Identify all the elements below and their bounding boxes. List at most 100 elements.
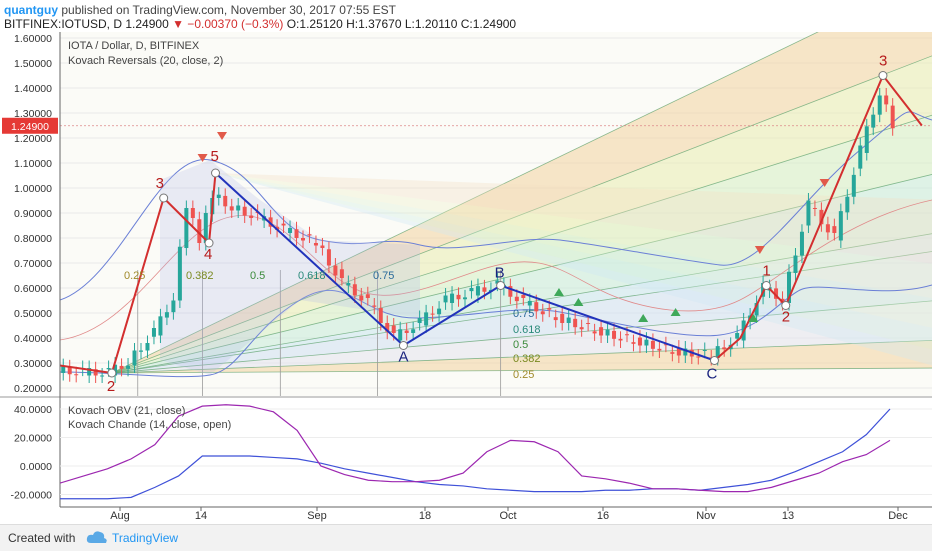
obv-line xyxy=(60,408,891,500)
candle-body xyxy=(469,288,474,292)
x-tick-label: 14 xyxy=(195,510,207,522)
candle-body xyxy=(197,219,202,243)
author-link[interactable]: quantguy xyxy=(4,3,58,17)
candle-body xyxy=(139,350,143,352)
candle-body xyxy=(825,224,830,233)
fib-fan-label: 0.25 xyxy=(124,270,145,282)
candle-body xyxy=(683,348,688,356)
candle-body xyxy=(372,305,377,307)
candle-body xyxy=(573,318,578,328)
y-tick-label: 1.60000 xyxy=(14,33,52,45)
candle-body xyxy=(417,318,422,323)
candle-body xyxy=(151,328,156,337)
candle-body xyxy=(858,145,863,169)
candle-body xyxy=(119,365,124,369)
symbol-header: BITFINEX:IOTUSD, D 1.24900 ▼ −0.00370 (−… xyxy=(4,17,516,31)
candle-body xyxy=(190,208,195,218)
y-tick-label: 0.40000 xyxy=(14,333,52,345)
sub-legend-label: Kovach OBV (21, close) xyxy=(68,405,185,417)
fib-fan-line xyxy=(111,251,932,374)
y-tick-label: 0.30000 xyxy=(14,358,52,370)
candle-body xyxy=(890,105,895,129)
fib-fan-line xyxy=(111,367,932,374)
wave-point xyxy=(709,356,719,365)
buy-signal-arrow-icon xyxy=(748,314,759,322)
candle-body xyxy=(534,302,539,312)
candle-body xyxy=(378,308,383,323)
candle-body xyxy=(845,196,850,213)
fib-fan-label: 0.618 xyxy=(298,270,326,282)
candle-body xyxy=(877,95,882,115)
candle-body xyxy=(307,234,312,236)
candle-body xyxy=(514,296,519,302)
candle-body xyxy=(592,331,597,334)
wave-point xyxy=(211,168,221,178)
y-tick-label: 0.90000 xyxy=(14,208,52,220)
y-tick-label: 0.70000 xyxy=(14,258,52,270)
y-tick-label: 1.40000 xyxy=(14,83,52,95)
wave-label: 2 xyxy=(107,378,115,395)
sub-legend-label: Kovach Chande (14, close, open) xyxy=(68,419,231,431)
fib-fan-zone xyxy=(215,173,932,328)
symbol-label: BITFINEX:IOTUSD, D xyxy=(4,17,123,31)
publish-info: published on TradingView.com, November 3… xyxy=(61,3,396,17)
fib-fan-zone xyxy=(215,173,932,264)
candle-body xyxy=(463,297,467,300)
candle-body xyxy=(547,308,552,310)
x-tick-label: 13 xyxy=(782,510,794,522)
sub-pane-bg xyxy=(60,399,932,507)
candle-body xyxy=(618,338,623,341)
candle-body xyxy=(560,313,565,323)
wave-point xyxy=(761,281,771,290)
x-tick-label: Sep xyxy=(307,510,327,522)
y-tick-label: 0.50000 xyxy=(14,308,52,320)
candle-body xyxy=(670,352,675,354)
candle-body xyxy=(450,293,455,303)
candle-body xyxy=(657,348,662,351)
candle-body xyxy=(93,369,98,376)
wave-point xyxy=(878,71,888,80)
fib-fan-line xyxy=(111,300,932,374)
wave-point xyxy=(781,301,791,310)
chart-canvas[interactable]: 2 3 4 5 A B C 1 2 3 0.25 0.382 0.5 0.618 0.75 0.75 0.618… xyxy=(0,0,932,524)
candle-body xyxy=(313,243,318,246)
candle-body xyxy=(126,365,131,369)
candle-body xyxy=(819,209,824,225)
candle-body xyxy=(339,269,344,278)
fib-fan-line xyxy=(111,114,932,374)
fib-fan-label: 0.5 xyxy=(250,270,265,282)
candle-body xyxy=(61,366,66,373)
wave-label: 2 xyxy=(782,309,790,326)
fib-fan-zone xyxy=(111,32,932,373)
tradingview-brand-link[interactable]: TradingView xyxy=(112,531,179,545)
x-tick-label: Oct xyxy=(499,510,516,522)
impulse-wave-2 xyxy=(713,73,923,362)
candle-body xyxy=(851,174,856,197)
wave-point xyxy=(398,341,408,350)
candle-body xyxy=(579,327,584,330)
candle-body xyxy=(177,246,182,301)
buy-signal-arrow-icon xyxy=(638,314,649,322)
candle-body xyxy=(326,249,331,266)
wave-label: 3 xyxy=(156,175,164,192)
ohlc-open: O:1.25120 xyxy=(286,17,343,31)
candle-body xyxy=(288,228,293,233)
candle-body xyxy=(812,208,817,209)
fib-fan-zone xyxy=(215,173,932,299)
price-tag-text: 1.24900 xyxy=(11,121,49,133)
candle-body xyxy=(806,200,811,226)
wave-label: 1 xyxy=(762,263,770,280)
candle-body xyxy=(106,368,111,370)
candle-body xyxy=(320,245,325,248)
fib-fan-label: 0.382 xyxy=(513,353,541,365)
candle-body xyxy=(294,229,299,238)
publish-header: quantguy published on TradingView.com, N… xyxy=(4,3,396,17)
candle-body xyxy=(586,323,591,324)
fib-fan-label: 0.382 xyxy=(186,270,214,282)
candle-body xyxy=(437,308,442,315)
sell-signal-arrow-icon xyxy=(217,132,227,140)
wave-label: 5 xyxy=(211,148,219,165)
candle-body xyxy=(482,287,487,292)
candle-body xyxy=(391,325,396,333)
fib-fan-label: 0.25 xyxy=(513,369,534,381)
